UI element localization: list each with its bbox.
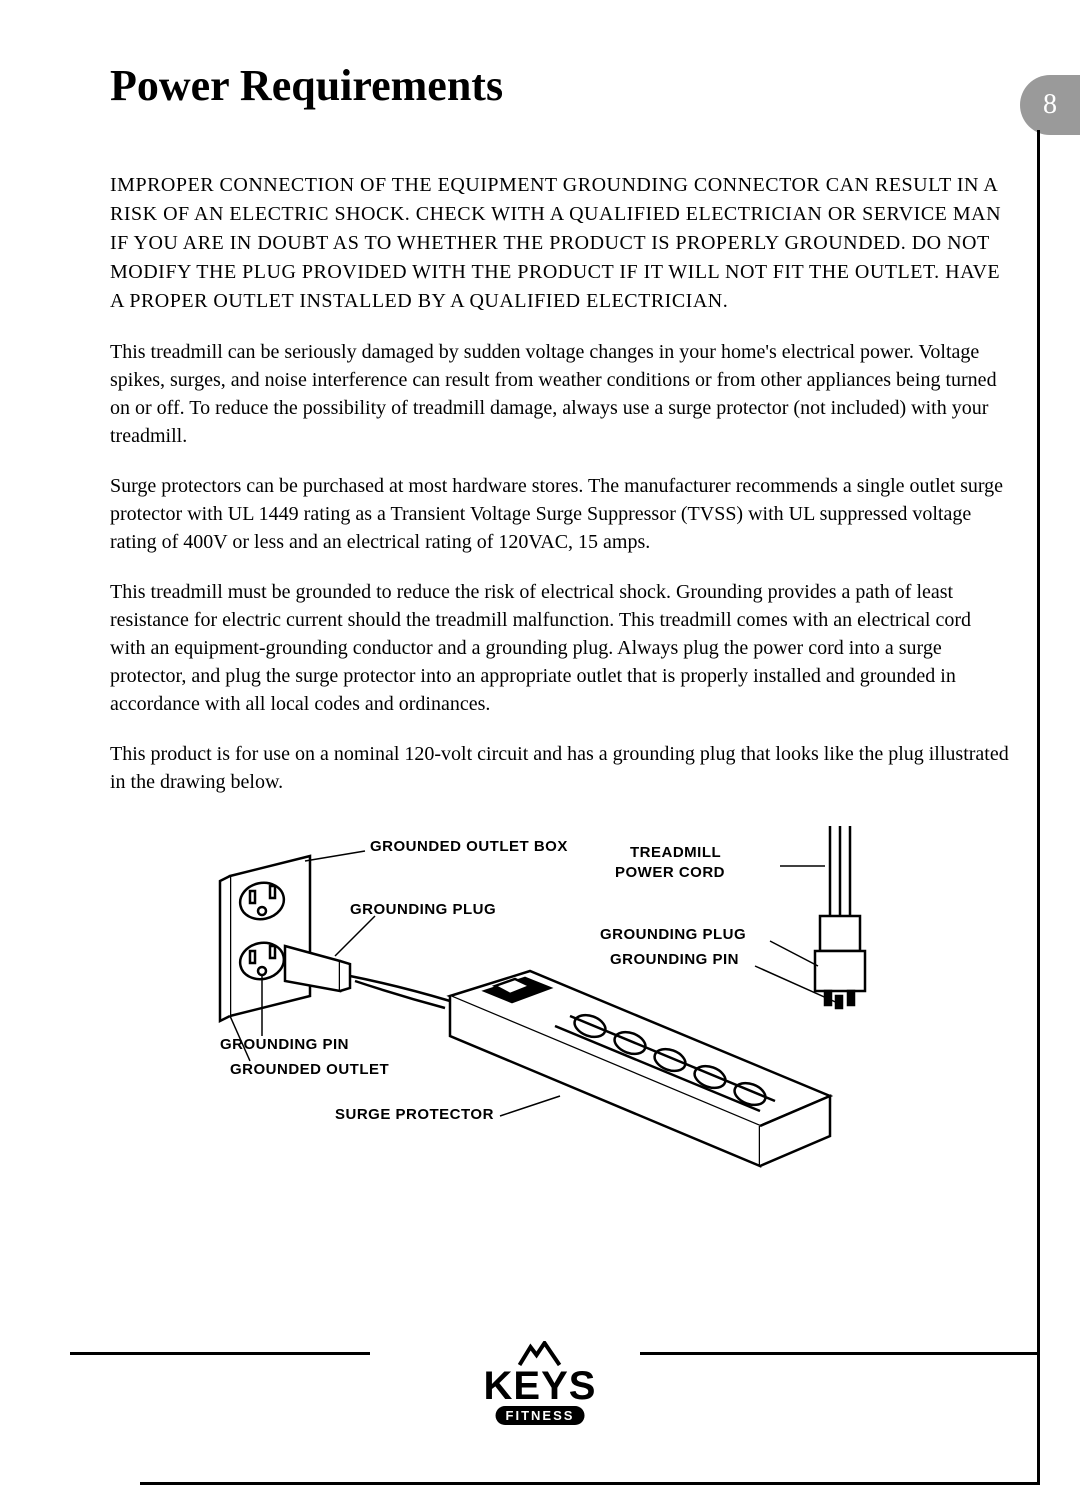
diagram-container: GROUNDED OUTLET BOX TREADMILL POWER CORD… [110, 826, 1010, 1206]
paragraph-3: This treadmill must be grounded to reduc… [110, 578, 1010, 718]
page-content: Power Requirements IMPROPER CONNECTION O… [0, 0, 1080, 1206]
label-surge-protector: SURGE PROTECTOR [335, 1106, 494, 1123]
brand-logo: KEYS FITNESS [484, 1341, 597, 1425]
page-title: Power Requirements [110, 60, 1010, 111]
paragraph-1: This treadmill can be seriously damaged … [110, 338, 1010, 450]
label-grounding-pin-left: GROUNDING PIN [220, 1036, 349, 1053]
frame-horizontal-left [70, 1352, 370, 1355]
frame-vertical [1037, 130, 1040, 1485]
label-grounding-plug-left: GROUNDING PLUG [350, 901, 496, 918]
label-grounded-outlet: GROUNDED OUTLET [230, 1061, 389, 1078]
paragraph-4: This product is for use on a nominal 120… [110, 740, 1010, 796]
label-power-cord: POWER CORD [615, 864, 725, 881]
logo-sub-text: FITNESS [496, 1406, 585, 1425]
warning-text: IMPROPER CONNECTION OF THE EQUIPMENT GRO… [110, 171, 1010, 316]
page-number-badge: 8 [1020, 75, 1080, 135]
label-grounded-outlet-box: GROUNDED OUTLET BOX [370, 838, 568, 855]
label-treadmill: TREADMILL [630, 844, 721, 861]
label-grounding-pin-right: GROUNDING PIN [610, 951, 739, 968]
diagram-svg [200, 826, 920, 1206]
page-number: 8 [1043, 89, 1057, 121]
grounding-diagram: GROUNDED OUTLET BOX TREADMILL POWER CORD… [200, 826, 920, 1206]
frame-horizontal-right [640, 1352, 1040, 1355]
paragraph-2: Surge protectors can be purchased at mos… [110, 472, 1010, 556]
label-grounding-plug-right: GROUNDING PLUG [600, 926, 746, 943]
logo-main-text: KEYS [484, 1368, 597, 1404]
